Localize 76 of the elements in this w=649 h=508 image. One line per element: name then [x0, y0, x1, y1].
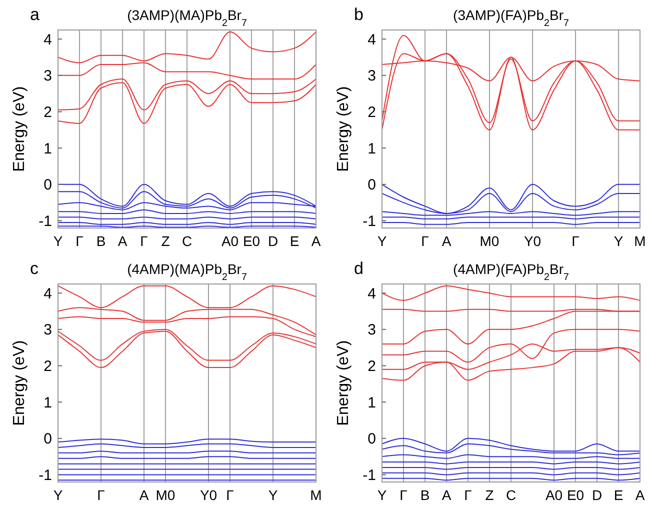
- x-tick-label: Y: [614, 233, 624, 249]
- x-tick-label: A: [118, 233, 128, 249]
- text: c: [30, 259, 39, 278]
- y-tick-label: 0: [368, 430, 376, 448]
- y-tick-label: 1: [368, 140, 376, 158]
- y-tick-label: 4: [368, 285, 376, 302]
- chart-title: (4AMP)(FA)Pb$_{2}$Br$_{7}$: [453, 261, 569, 282]
- x-tick-label: B: [96, 233, 106, 249]
- x-tick-label: M: [310, 487, 322, 503]
- x-tick-label: Y: [377, 233, 388, 249]
- x-tick-label: E: [614, 487, 624, 503]
- x-tick-label: A: [442, 487, 452, 503]
- y-tick-label: -1: [362, 466, 376, 484]
- x-tick-label: A: [442, 233, 452, 249]
- x-tick-label: Y: [53, 487, 64, 503]
- y-tick-label: 3: [44, 322, 52, 339]
- y-tick-label: 1: [368, 394, 376, 412]
- x-tick-label: Z: [161, 233, 170, 249]
- x-tick-label: A0: [221, 233, 239, 249]
- text: d: [354, 259, 364, 278]
- x-tick-label: A: [635, 487, 646, 503]
- text: b: [354, 5, 364, 24]
- y-tick-label: 2: [44, 358, 52, 375]
- x-tick-label: Y0: [200, 487, 218, 503]
- y-tick-label: 1: [44, 394, 52, 412]
- y-axis-title: Energy (eV): [335, 86, 352, 172]
- y-axis-title: Energy (eV): [11, 340, 28, 426]
- x-tick-label: A: [139, 487, 150, 503]
- x-tick-label: A: [311, 233, 322, 249]
- x-tick-label: Γ: [76, 233, 84, 249]
- y-tick-label: 2: [368, 358, 376, 375]
- x-tick-label: E0: [242, 233, 260, 249]
- y-tick-label: -1: [38, 212, 52, 230]
- x-tick-label: E: [290, 233, 300, 249]
- x-tick-label: Γ: [572, 233, 580, 249]
- x-tick-label: A0: [545, 487, 563, 503]
- x-tick-label: D: [268, 233, 278, 249]
- y-tick-label: 4: [44, 285, 52, 302]
- x-tick-label: Y: [377, 487, 388, 503]
- y-tick-label: 2: [368, 104, 376, 121]
- chart-title: (3AMP)(FA)Pb$_{2}$Br$_{7}$: [453, 7, 569, 28]
- x-tick-label: M: [634, 233, 646, 249]
- y-tick-label: 3: [368, 322, 376, 339]
- x-tick-label: Z: [485, 487, 494, 503]
- x-tick-label: Γ: [464, 487, 472, 503]
- y-axis-title: Energy (eV): [11, 86, 28, 172]
- y-tick-label: 0: [368, 176, 376, 194]
- x-tick-label: Y: [268, 487, 278, 503]
- x-tick-label: M0: [156, 487, 176, 503]
- x-tick-label: Γ: [140, 233, 148, 249]
- x-tick-label: Γ: [421, 233, 430, 249]
- y-tick-label: 3: [44, 68, 52, 85]
- text: a: [30, 5, 40, 24]
- chart-title: (4AMP)(MA)Pb$_{2}$Br$_{7}$: [127, 261, 247, 282]
- x-tick-label: D: [592, 487, 602, 503]
- x-tick-label: Γ: [97, 487, 106, 503]
- y-tick-label: 1: [44, 140, 52, 158]
- y-tick-label: -1: [38, 466, 52, 484]
- x-tick-label: Γ: [400, 487, 408, 503]
- chart-title: (3AMP)(MA)Pb$_{2}$Br$_{7}$: [127, 7, 247, 28]
- x-tick-label: Γ: [226, 487, 234, 503]
- x-tick-label: C: [182, 233, 192, 249]
- x-tick-label: M0: [480, 233, 500, 249]
- x-tick-label: Y: [53, 233, 64, 249]
- y-tick-label: 4: [44, 31, 52, 48]
- x-tick-label: C: [506, 487, 516, 503]
- x-tick-label: Y0: [524, 233, 542, 249]
- y-tick-label: 4: [368, 31, 376, 48]
- y-tick-label: 0: [44, 176, 52, 194]
- x-tick-label: E0: [566, 487, 584, 503]
- y-axis-title: Energy (eV): [335, 340, 352, 426]
- y-tick-label: 2: [44, 104, 52, 121]
- y-tick-label: 3: [368, 68, 376, 85]
- x-tick-label: B: [420, 487, 430, 503]
- y-tick-label: -1: [362, 212, 376, 230]
- y-tick-label: 0: [44, 430, 52, 448]
